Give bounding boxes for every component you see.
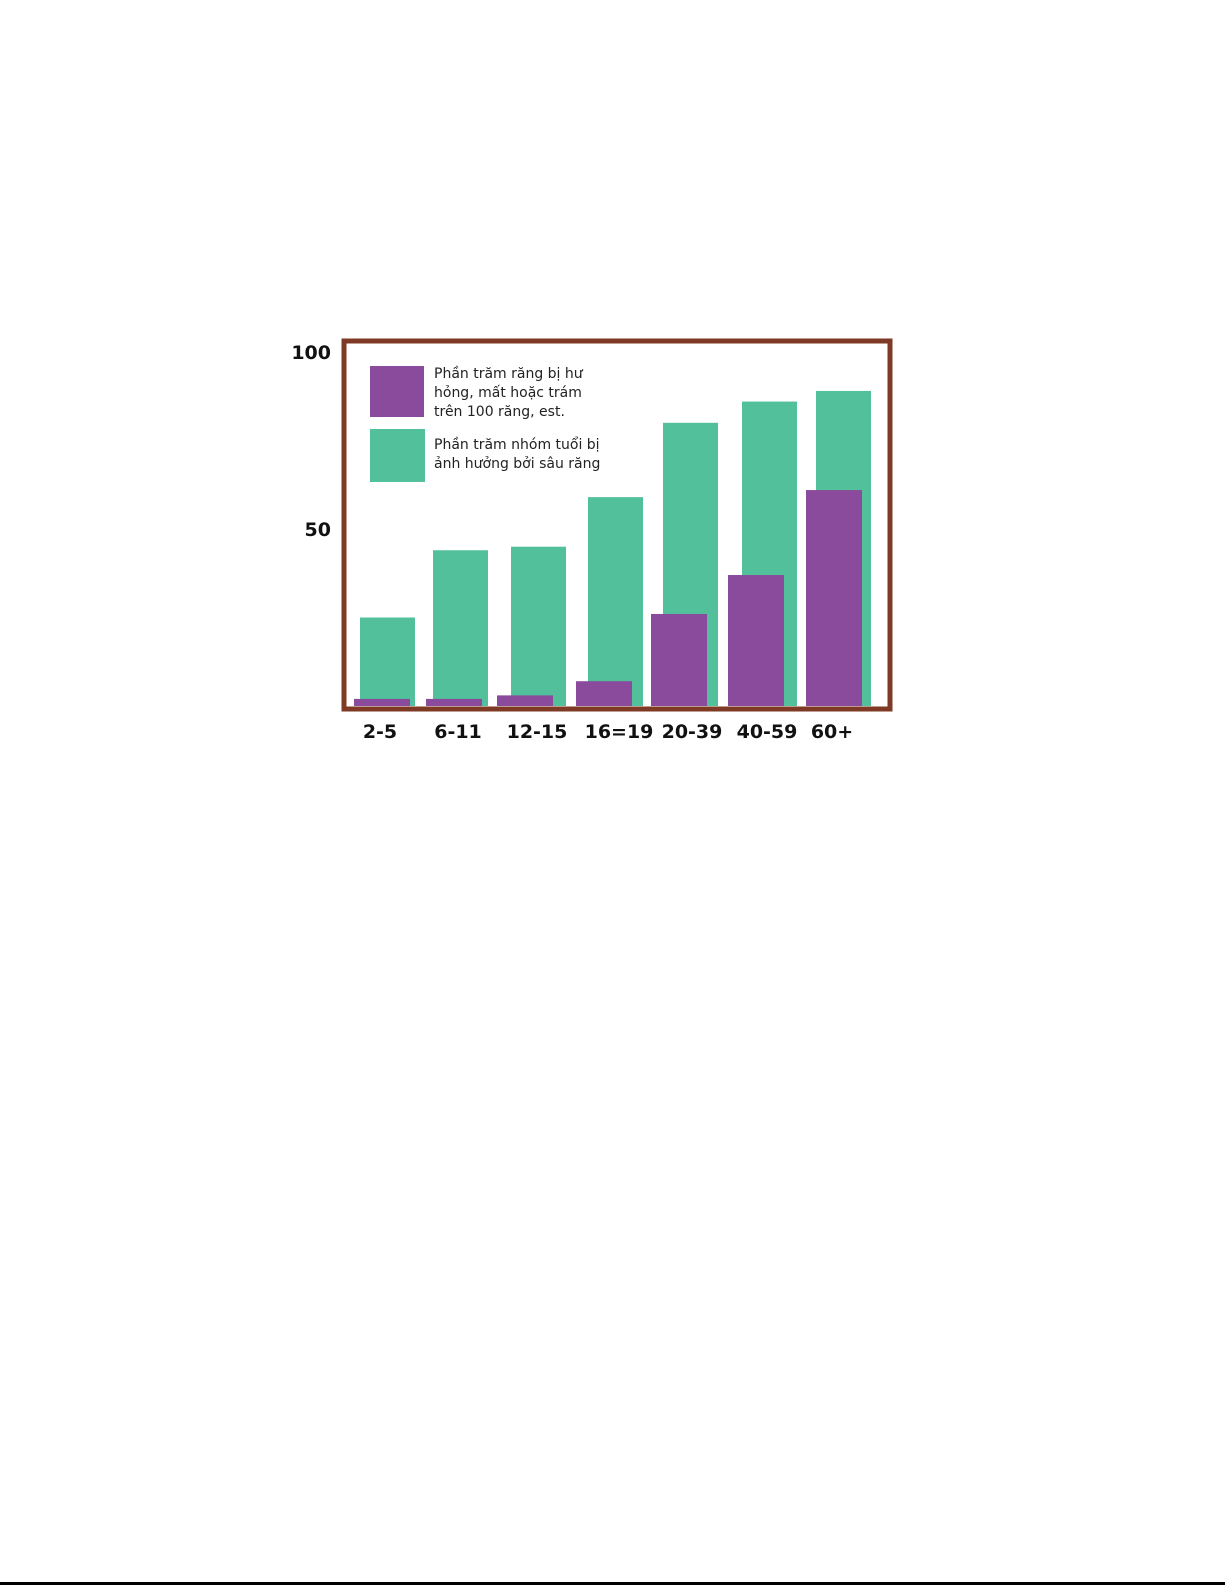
bar-damaged-2-5 <box>354 698 410 706</box>
legend-label-damaged-line-2: hỏng, mất hoặc trám <box>434 385 582 401</box>
bar-damaged-40-59 <box>728 575 784 706</box>
x-tick-label-20-39: 20-39 <box>662 721 723 743</box>
bar-damaged-16=19 <box>576 681 632 706</box>
legend-label-damaged-line-3: trên 100 răng, est. <box>434 404 565 420</box>
bar-affected-6-11 <box>433 550 488 706</box>
legend-label-affected-line-2: ảnh hưởng bởi sâu răng <box>434 456 600 472</box>
x-tick-label-16=19: 16=19 <box>585 721 654 743</box>
bar-damaged-60+ <box>806 490 862 706</box>
legend-label-affected-line-1: Phần trăm nhóm tuổi bị <box>434 436 600 453</box>
bar-damaged-20-39 <box>651 613 707 706</box>
page-bottom-rule <box>0 1582 1225 1585</box>
y-tick-label-100: 100 <box>291 342 331 364</box>
y-tick-label-50: 50 <box>305 519 331 541</box>
x-tick-label-2-5: 2-5 <box>363 721 397 743</box>
x-tick-label-6-11: 6-11 <box>434 721 482 743</box>
bar-affected-12-15 <box>511 546 566 706</box>
bar-damaged-6-11 <box>426 698 482 706</box>
x-tick-label-12-15: 12-15 <box>507 721 568 743</box>
x-tick-label-60+: 60+ <box>811 721 853 743</box>
bar-affected-2-5 <box>360 617 415 706</box>
legend-label-damaged-line-1: Phần trăm răng bị hư <box>434 366 584 382</box>
legend-swatch-affected <box>370 429 425 482</box>
x-tick-label-40-59: 40-59 <box>737 721 798 743</box>
bar-damaged-12-15 <box>497 695 553 706</box>
legend-swatch-damaged <box>370 366 424 417</box>
bar-affected-16=19 <box>588 497 643 706</box>
